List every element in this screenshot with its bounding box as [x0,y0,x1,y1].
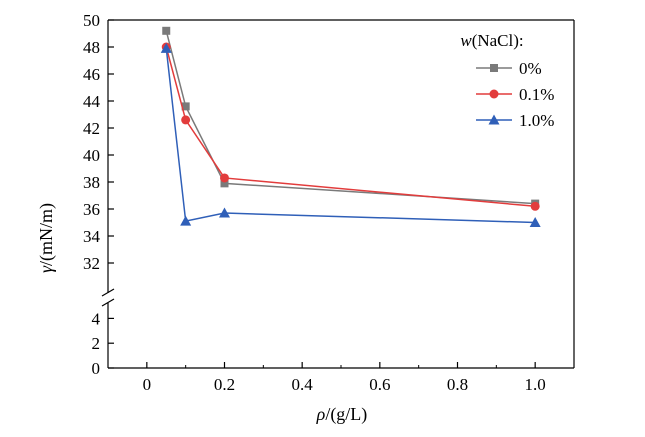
series-0 [162,26,540,208]
x-tick-label: 0 [143,375,152,394]
svg-text:γ/(mN/m): γ/(mN/m) [36,203,57,273]
legend-label: 0% [519,59,542,78]
legend-entry: 0.1% [476,85,554,104]
data-point [529,217,541,227]
data-point [181,115,191,125]
series-line [165,46,536,208]
y-axis-title-unit: /(mN/m) [36,203,57,266]
data-point [160,42,172,53]
series-layer [160,26,541,227]
x-tick-label: 0.2 [214,375,235,394]
y-tick-label: 34 [83,227,101,246]
y-tick-label: 40 [83,146,100,165]
data-point [180,215,192,226]
y-tick-label: 2 [92,334,101,353]
axis-break-mark [101,288,115,297]
y-tick-label: 50 [83,11,100,30]
legend-entry: 1.0% [476,111,554,130]
data-point [220,173,229,183]
y-tick-label: 4 [92,309,101,328]
legend-swatch-marker [489,89,499,99]
data-point [219,207,230,218]
series-line [165,48,536,224]
legend-title-symbol: w [460,31,472,50]
y-tick-label: 32 [83,254,100,273]
data-point [530,201,540,211]
y-tick-label: 48 [83,38,100,57]
y-axis-title: γ/(mN/m) [36,203,57,273]
series-line [165,30,536,205]
legend-title-rest: (NaCl): [472,31,524,50]
x-tick-label: 0.4 [292,375,314,394]
y-axis-title-symbol: γ [36,265,56,273]
axis-break-mark [101,298,115,307]
y-tick-label: 0 [92,359,101,378]
legend-title: w(NaCl): [460,31,523,50]
series-2 [160,42,541,227]
legend-swatch-marker [490,64,498,72]
legend-label: 1.0% [519,111,554,130]
x-axis-title-symbol: ρ [316,404,326,424]
x-axis-title-unit: /(g/L) [325,404,367,425]
legend-swatch-marker [488,114,500,125]
x-axis-title: ρ/(g/L) [316,404,368,425]
x-tick-label: 0.8 [447,375,468,394]
y-tick-label: 44 [83,92,101,111]
data-point [181,102,190,111]
x-tick-label: 1.0 [525,375,546,394]
legend-entry: 0% [476,59,542,78]
x-tick-label: 0.6 [369,375,390,394]
legend-label: 0.1% [519,85,554,104]
y-tick-label: 42 [83,119,100,138]
legend: w(NaCl): 0% 0.1% 1.0% [460,31,554,130]
data-point [162,26,171,35]
data-point [220,179,229,188]
y-tick-label: 38 [83,173,100,192]
axes: 0 0.2 0.4 0.6 0.8 1.0 32 34 36 38 40 42 44 46 48 50 0 2 4 [83,11,575,394]
y-tick-label: 46 [83,65,100,84]
y-tick-label: 36 [83,200,100,219]
